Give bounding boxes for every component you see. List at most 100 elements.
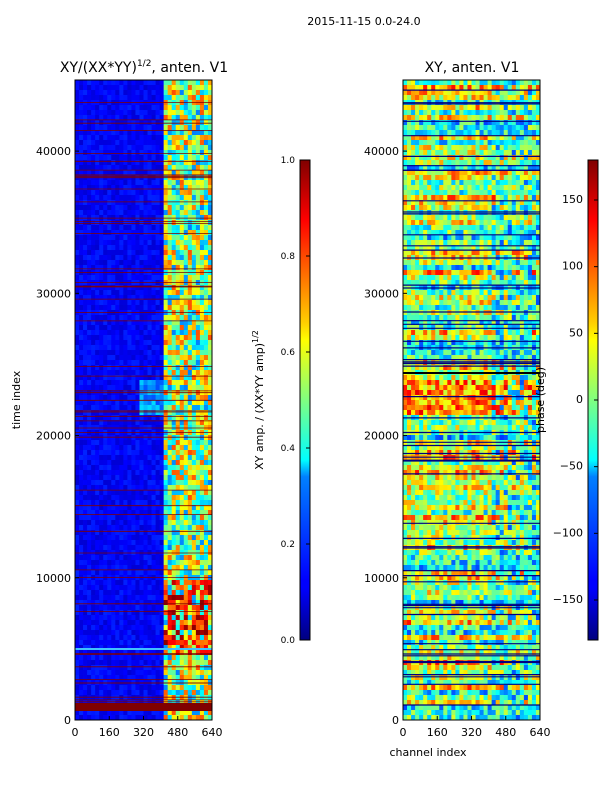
- heatmap-1-cell: [191, 350, 197, 356]
- heatmap-1-cell: [191, 340, 197, 346]
- heatmap-1-cell: [111, 145, 116, 151]
- heatmap-1-cell: [167, 105, 173, 111]
- heatmap-1-cell: [163, 505, 169, 511]
- heatmap-1-cell: [191, 285, 197, 291]
- heatmap-1-cell: [143, 630, 148, 636]
- heatmap-1-cell: [95, 445, 100, 451]
- heatmap-1-cell: [151, 275, 156, 281]
- heatmap-1-cell: [99, 495, 104, 501]
- heatmap-1-cell: [151, 415, 156, 421]
- heatmap-1-cell: [195, 105, 201, 111]
- heatmap-1-cell: [199, 420, 205, 426]
- heatmap-1-cell: [111, 240, 116, 246]
- heatmap-1-cell: [75, 485, 80, 491]
- heatmap-1-cell: [199, 215, 205, 221]
- heatmap-1-cell: [111, 530, 116, 536]
- heatmap-1-cell: [155, 115, 161, 121]
- heatmap-1-cell: [99, 435, 104, 441]
- heatmap-1-cell: [139, 200, 144, 206]
- heatmap-1-cell: [155, 700, 161, 706]
- heatmap-1-cell: [91, 245, 96, 251]
- heatmap-1-cell: [183, 185, 189, 191]
- heatmap-1-cell: [143, 395, 148, 401]
- heatmap-1-cell: [199, 620, 205, 626]
- heatmap-1-cell: [83, 350, 88, 356]
- heatmap-1-cell: [95, 355, 100, 361]
- heatmap-1-cell: [191, 330, 197, 336]
- heatmap-1-cell: [75, 615, 80, 621]
- heatmap-1-cell: [107, 660, 112, 666]
- heatmap-2-cell: [427, 155, 432, 161]
- heatmap-1-cell: [143, 585, 148, 591]
- heatmap-1-cell: [83, 205, 88, 211]
- heatmap-1-cell: [107, 555, 112, 561]
- heatmap-1-cell: [115, 465, 120, 471]
- heatmap-1-cell: [175, 355, 181, 361]
- heatmap-1-cell: [175, 710, 181, 716]
- heatmap-1-cell: [95, 215, 100, 221]
- heatmap-1-cell: [143, 570, 148, 576]
- heatmap-1-cell: [91, 545, 96, 551]
- heatmap-1-cell: [103, 305, 108, 311]
- heatmap-1-cell: [143, 375, 148, 381]
- heatmap-1-cell: [183, 285, 189, 291]
- heatmap-1-cell: [103, 400, 108, 406]
- heatmap-1-cell: [147, 330, 152, 336]
- heatmap-1-cell: [207, 400, 213, 406]
- heatmap-1-cell: [83, 600, 88, 606]
- heatmap-1-cell: [107, 360, 112, 366]
- heatmap-1-cell: [83, 595, 88, 601]
- heatmap-1-cell: [103, 585, 108, 591]
- heatmap-1-cell: [203, 145, 209, 151]
- heatmap-2-cell: [483, 95, 489, 101]
- heatmap-1-cell: [155, 95, 161, 101]
- heatmap-1-cell: [119, 230, 124, 236]
- heatmap-1-cell: [147, 165, 152, 171]
- heatmap-2-cell: [419, 105, 424, 111]
- heatmap-1-cell: [195, 545, 201, 551]
- heatmap-1-cell: [99, 595, 104, 601]
- heatmap-1-cell: [87, 635, 92, 641]
- heatmap-1-cell: [207, 165, 213, 171]
- heatmap-1-cell: [83, 555, 88, 561]
- heatmap-1-cell: [147, 210, 152, 216]
- heatmap-2-cell: [491, 135, 497, 141]
- heatmap-1-cell: [163, 480, 169, 486]
- heatmap-1-cell: [151, 545, 156, 551]
- heatmap-1-cell: [79, 595, 84, 601]
- heatmap-1-cell: [111, 620, 116, 626]
- heatmap-2-cell: [491, 90, 497, 96]
- heatmap-2-cell: [419, 95, 424, 101]
- heatmap-1-cell: [191, 595, 197, 601]
- heatmap-1-cell: [159, 145, 165, 151]
- heatmap-1-cell: [151, 690, 156, 696]
- heatmap-1-cell: [99, 240, 104, 246]
- heatmap-1-cell: [131, 470, 136, 476]
- heatmap-1-cell: [123, 275, 128, 281]
- heatmap-1-cell: [99, 675, 104, 681]
- heatmap-1-cell: [123, 370, 128, 376]
- heatmap-1-cell: [171, 275, 177, 281]
- heatmap-1-cell: [127, 105, 132, 111]
- heatmap-1-cell: [111, 365, 116, 371]
- heatmap-1-cell: [99, 295, 104, 301]
- x-tick-label: 640: [202, 726, 223, 739]
- heatmap-1-cell: [91, 505, 96, 511]
- heatmap-1-cell: [171, 145, 177, 151]
- heatmap-1-cell: [143, 105, 148, 111]
- heatmap-1-cell: [167, 305, 173, 311]
- heatmap-1-cell: [95, 620, 100, 626]
- heatmap-1-cell: [75, 675, 80, 681]
- heatmap-1-cell: [99, 505, 104, 511]
- heatmap-1-cell: [103, 110, 108, 116]
- heatmap-1-cell: [135, 325, 140, 331]
- heatmap-1-cell: [191, 305, 197, 311]
- heatmap-1-cell: [175, 485, 181, 491]
- heatmap-1-cell: [179, 695, 185, 701]
- heatmap-1-cell: [107, 120, 112, 126]
- heatmap-1-cell: [79, 180, 84, 186]
- heatmap-1-cell: [127, 315, 132, 321]
- heatmap-1-cell: [83, 215, 88, 221]
- heatmap-1-cell: [207, 305, 213, 311]
- heatmap-1-cell: [191, 495, 197, 501]
